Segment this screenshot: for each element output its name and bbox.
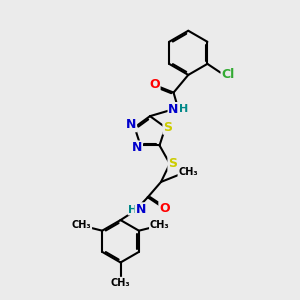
Text: S: S xyxy=(168,157,177,170)
Text: CH₃: CH₃ xyxy=(178,167,198,177)
Text: S: S xyxy=(163,121,172,134)
Text: N: N xyxy=(168,103,179,116)
Text: N: N xyxy=(132,141,142,154)
Text: N: N xyxy=(126,118,136,131)
Text: H: H xyxy=(128,205,138,214)
Text: O: O xyxy=(149,78,160,91)
Text: CH₃: CH₃ xyxy=(111,278,130,287)
Text: CH₃: CH₃ xyxy=(150,220,169,230)
Text: O: O xyxy=(159,202,170,215)
Text: Cl: Cl xyxy=(221,68,235,81)
Text: N: N xyxy=(136,203,146,216)
Text: CH₃: CH₃ xyxy=(72,220,92,230)
Text: H: H xyxy=(179,104,188,114)
